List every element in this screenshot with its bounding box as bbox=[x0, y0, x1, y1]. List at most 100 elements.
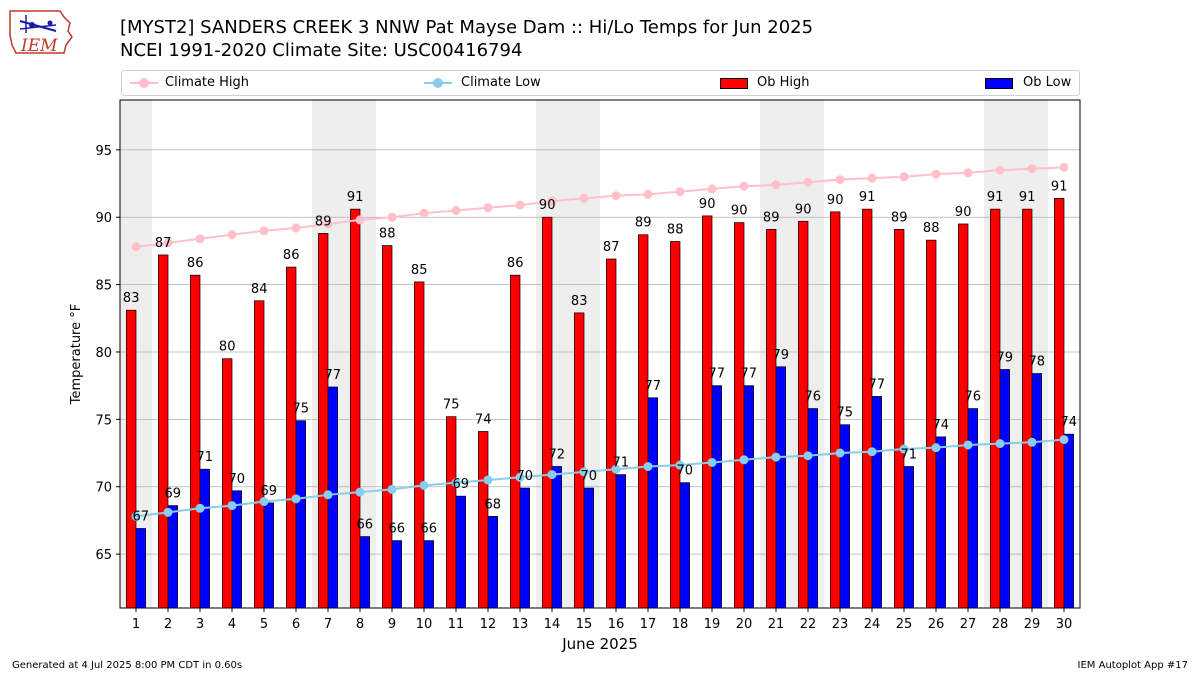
ob-low-bar bbox=[1063, 433, 1074, 609]
ob-high-label: 90 bbox=[731, 204, 748, 219]
climate-low-point bbox=[867, 447, 877, 457]
x-tick-label: 22 bbox=[800, 617, 817, 632]
ob-high-label: 90 bbox=[795, 202, 812, 217]
x-tick-label: 28 bbox=[992, 617, 1009, 632]
ob-high-label: 88 bbox=[379, 227, 396, 242]
legend-ob-low-label: Ob Low bbox=[1023, 75, 1072, 90]
climate-high-point bbox=[227, 230, 237, 240]
ob-low-bar bbox=[199, 468, 210, 609]
ob-high-bar bbox=[1054, 198, 1065, 609]
ob-low-bar bbox=[1031, 373, 1042, 609]
ob-high-label: 75 bbox=[443, 398, 460, 413]
x-tick-label: 2 bbox=[164, 617, 172, 632]
ob-high-label: 86 bbox=[187, 256, 204, 271]
legend-ob-high-label: Ob High bbox=[757, 75, 810, 90]
chart-subtitle: NCEI 1991-2020 Climate Site: USC00416794 bbox=[120, 40, 523, 61]
climate-high-point bbox=[931, 169, 941, 179]
climate-low-point bbox=[963, 440, 973, 450]
ob-high-bar bbox=[286, 266, 297, 609]
ob-low-bar bbox=[167, 505, 178, 609]
ob-low-label: 75 bbox=[837, 406, 854, 421]
ob-high-label: 89 bbox=[315, 214, 332, 229]
ob-high-label: 89 bbox=[763, 210, 780, 225]
climate-high-point bbox=[1059, 162, 1069, 172]
climate-low-point bbox=[803, 451, 813, 461]
iowa-state-map-icon bbox=[9, 10, 73, 54]
x-tick-label: 26 bbox=[928, 617, 945, 632]
ob-low-bar bbox=[775, 366, 786, 609]
x-tick-label: 29 bbox=[1024, 617, 1041, 632]
x-tick-label: 24 bbox=[864, 617, 881, 632]
x-tick-label: 21 bbox=[768, 617, 785, 632]
x-tick-label: 9 bbox=[388, 617, 396, 632]
ob-high-label: 90 bbox=[955, 205, 972, 220]
climate-low-point bbox=[163, 507, 173, 517]
y-tick-label: 75 bbox=[95, 413, 112, 428]
ob-low-bar bbox=[807, 408, 818, 609]
climate-low-point bbox=[131, 511, 141, 521]
x-tick-label: 1 bbox=[132, 617, 140, 632]
y-tick-label: 95 bbox=[95, 144, 112, 159]
ob-high-bar bbox=[350, 208, 361, 609]
ob-low-bar bbox=[711, 385, 722, 609]
climate-high-point bbox=[643, 189, 653, 199]
ob-low-bar bbox=[423, 540, 434, 609]
ob-low-bar bbox=[967, 408, 978, 609]
ob-low-bar bbox=[615, 474, 626, 609]
climate-low-point bbox=[483, 475, 493, 485]
x-tick-label: 25 bbox=[896, 617, 913, 632]
ob-high-bar bbox=[446, 416, 457, 609]
y-tick-label: 65 bbox=[95, 548, 112, 563]
ob-low-label: 69 bbox=[165, 487, 182, 502]
ob-low-bar bbox=[743, 385, 754, 609]
climate-low-line bbox=[135, 438, 1065, 518]
climate-high-point bbox=[419, 208, 429, 218]
x-tick-label: 17 bbox=[640, 617, 657, 632]
climate-low-point bbox=[451, 478, 461, 488]
climate-low-point bbox=[227, 501, 237, 511]
climate-low-point bbox=[1059, 435, 1069, 445]
climate-low-point bbox=[195, 503, 205, 513]
legend-ob-high-swatch bbox=[720, 78, 748, 89]
ob-high-label: 85 bbox=[411, 263, 428, 278]
legend-climate-high-label: Climate High bbox=[165, 75, 250, 90]
climate-low-point bbox=[387, 484, 397, 494]
ob-low-label: 70 bbox=[677, 464, 694, 479]
ob-high-label: 91 bbox=[1051, 179, 1068, 194]
ob-low-label: 72 bbox=[549, 448, 566, 463]
climate-high-point bbox=[995, 165, 1005, 175]
climate-high-point bbox=[355, 215, 365, 225]
y-axis-label: Temperature °F bbox=[69, 304, 84, 405]
ob-low-label: 70 bbox=[229, 472, 246, 487]
ob-high-bar bbox=[638, 234, 649, 609]
climate-high-point bbox=[131, 242, 141, 252]
climate-high-point bbox=[195, 234, 205, 244]
x-tick-label: 6 bbox=[292, 617, 300, 632]
plot-frame bbox=[119, 99, 1081, 609]
legend-climate-low-marker bbox=[433, 78, 443, 88]
climate-low-point bbox=[739, 455, 749, 465]
ob-low-label: 67 bbox=[133, 509, 150, 524]
climate-high-point bbox=[291, 223, 301, 233]
ob-high-label: 86 bbox=[283, 248, 300, 263]
ob-high-label: 89 bbox=[891, 210, 908, 225]
ob-high-bar bbox=[126, 309, 137, 609]
ob-high-bar bbox=[702, 215, 713, 609]
x-tick-label: 11 bbox=[448, 617, 465, 632]
climate-high-point bbox=[771, 180, 781, 190]
ob-high-label: 91 bbox=[1019, 190, 1036, 205]
legend-climate-low-label: Climate Low bbox=[461, 75, 541, 90]
ob-high-bar bbox=[670, 241, 681, 609]
chart-title: [MYST2] SANDERS CREEK 3 NNW Pat Mayse Da… bbox=[120, 17, 814, 38]
y-tick-label: 90 bbox=[95, 211, 112, 226]
footer-app: IEM Autoplot App #17 bbox=[1077, 660, 1188, 671]
climate-low-point bbox=[611, 464, 621, 474]
climate-low-point bbox=[259, 497, 269, 507]
ob-high-bar bbox=[318, 233, 329, 609]
y-tick-label: 70 bbox=[95, 481, 112, 496]
ob-low-label: 76 bbox=[965, 390, 982, 405]
ob-low-label: 74 bbox=[1061, 415, 1078, 430]
climate-high-point bbox=[163, 238, 173, 248]
ob-high-label: 91 bbox=[987, 190, 1004, 205]
